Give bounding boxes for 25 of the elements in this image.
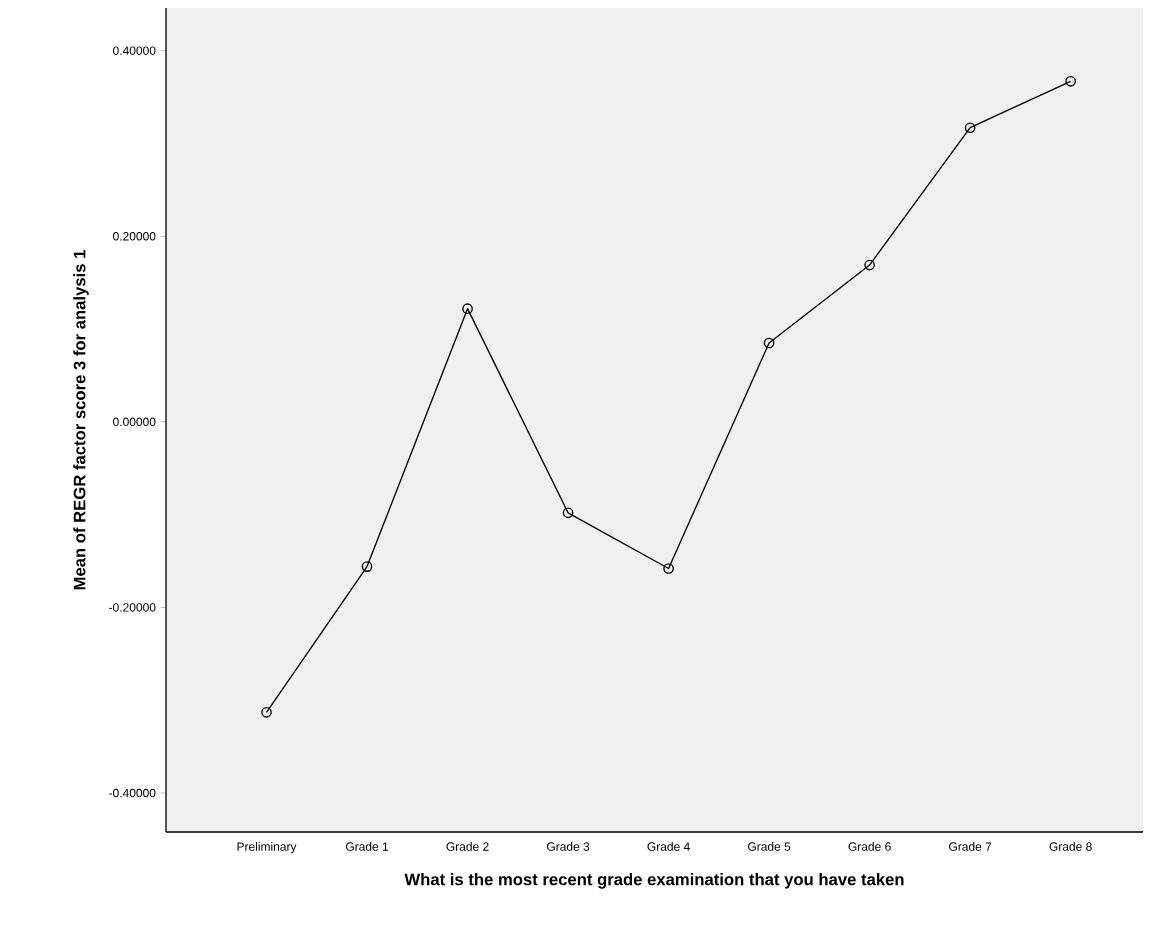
y-axis-title: Mean of REGR factor score 3 for analysis 1 bbox=[73, 250, 89, 590]
point bbox=[261, 706, 272, 718]
y-tick-label: 0.40000 bbox=[113, 46, 156, 55]
y-tick-label: 0.20000 bbox=[113, 232, 156, 241]
y-tick-label: 0.00000 bbox=[113, 417, 156, 427]
x-tick-label: Grade 8 bbox=[1049, 842, 1092, 851]
x-tick-label: Preliminary bbox=[237, 842, 297, 854]
x-tick-label: Grade 6 bbox=[848, 842, 891, 851]
point bbox=[663, 563, 674, 574]
x-tick-label: Grade 4 bbox=[647, 842, 690, 851]
point bbox=[562, 507, 574, 519]
point bbox=[864, 259, 875, 271]
point bbox=[763, 337, 775, 349]
x-axis-title: What is the most recent grade examination that you have taken bbox=[404, 873, 904, 889]
x-tick-label: Grade 2 bbox=[446, 842, 489, 851]
y-tick-label: -0.20000 bbox=[109, 603, 156, 612]
point bbox=[1065, 75, 1076, 87]
point bbox=[964, 122, 976, 134]
x-tick-label: Grade 3 bbox=[546, 842, 590, 851]
x-tick-label: Grade 1 bbox=[345, 842, 389, 851]
y-tick-label: -0.40000 bbox=[109, 788, 156, 798]
point bbox=[361, 561, 373, 572]
point bbox=[462, 303, 473, 314]
x-tick-label: Grade 5 bbox=[748, 842, 791, 851]
x-tick-label: Grade 7 bbox=[949, 842, 992, 851]
